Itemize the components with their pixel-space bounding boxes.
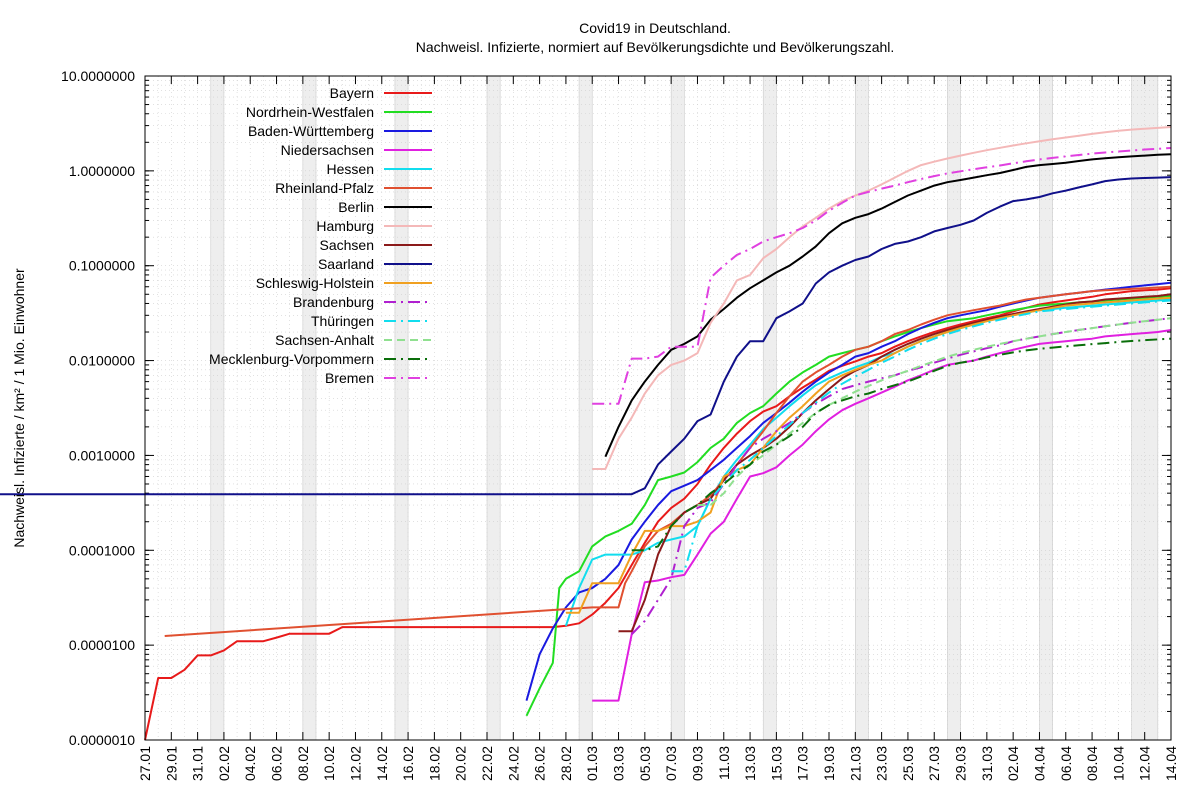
y-axis-label: Nachweisl. Infizierte / km² / 1 Mio. Ein…	[11, 268, 27, 548]
x-tick-label: 24.02	[505, 746, 521, 781]
series-line-mecklenburg-vorpommern	[631, 337, 1172, 552]
weekend-band	[486, 75, 501, 741]
x-tick-label: 06.04	[1058, 746, 1074, 781]
weekend-band	[1039, 75, 1053, 741]
x-tick-label: 06.02	[269, 746, 285, 781]
x-tick-label: 20.02	[453, 746, 469, 781]
weekend-band	[394, 75, 409, 741]
x-tick-label: 02.04	[1005, 746, 1021, 781]
y-tick-label: 0.0000010	[69, 732, 135, 748]
legend-entry-label: Niedersachsen	[281, 142, 374, 158]
x-tick-label: 28.02	[558, 746, 574, 781]
x-tick-label: 02.02	[216, 746, 232, 781]
x-tick-label: 31.01	[190, 746, 206, 781]
legend-entry-label: Nordrhein-Westfalen	[246, 104, 374, 120]
x-tick-label: 21.03	[847, 746, 863, 781]
y-tick-label: 0.0010000	[69, 447, 135, 463]
x-tick-label: 19.03	[821, 746, 837, 781]
series-line-schleswig-holstein	[565, 296, 1172, 614]
legend-entry-label: Baden-Württemberg	[248, 123, 374, 139]
series-line-hessen	[564, 298, 1172, 627]
legend-entry-label: Brandenburg	[293, 294, 374, 310]
series-line-nordrhein-westfalen	[525, 295, 1172, 717]
weekend-band	[855, 75, 869, 741]
x-tick-label: 07.03	[663, 746, 679, 781]
y-tick-label: 0.1000000	[69, 258, 135, 274]
weekend-band	[947, 75, 961, 741]
legend-entry-label: Hessen	[327, 161, 374, 177]
legend: Bayern Nordrhein-Westfalen Baden-Württembe…	[209, 85, 432, 386]
x-tick-label: 12.02	[347, 746, 363, 781]
y-tick-label: 0.0100000	[69, 353, 135, 369]
x-tick-label: 17.03	[795, 746, 811, 781]
y-axis-ticks: 0.0000010 0.0000100 0.0001000 0.0010000 0.01…	[61, 68, 1171, 748]
series-line-rheinland-pfalz	[164, 285, 1172, 637]
y-tick-label: 1.0000000	[69, 163, 135, 179]
x-tick-label: 25.03	[900, 746, 916, 781]
legend-entry-label: Hamburg	[316, 218, 374, 234]
series-line-bremen	[592, 147, 1172, 405]
x-tick-label: 01.03	[584, 746, 600, 781]
x-tick-label: 14.02	[374, 746, 390, 781]
chart-title: Covid19 in Deutschland.	[579, 20, 731, 36]
x-tick-label: 11.03	[716, 746, 732, 780]
y-tick-label: 0.0001000	[69, 542, 135, 558]
legend-entry-label: Sachsen-Anhalt	[275, 332, 374, 348]
legend-entry-label: Rheinland-Pfalz	[275, 180, 374, 196]
series-line-hamburg	[592, 126, 1172, 470]
x-tick-label: 26.02	[532, 746, 548, 781]
x-tick-label: 13.03	[742, 746, 758, 781]
y-tick-label: 0.0000100	[69, 637, 135, 653]
grid-lines	[144, 76, 1172, 741]
series-line-sachsen-anhalt	[697, 317, 1172, 506]
x-axis-ticks: 27.01 29.01 31.01 02.02 04.02 06.02 08.02 10.02…	[137, 76, 1179, 781]
legend-entry-label: Saarland	[318, 256, 374, 272]
x-tick-label: 27.01	[137, 746, 153, 781]
legend-entry-label: Berlin	[338, 199, 374, 215]
x-tick-label: 29.03	[953, 746, 969, 781]
x-tick-label: 14.04	[1163, 746, 1179, 781]
legend-entry-label: Schleswig-Holstein	[256, 275, 374, 291]
legend-entry-label: Thüringen	[311, 313, 374, 329]
series-lines	[0, 126, 1172, 741]
weekend-band	[210, 75, 225, 741]
x-tick-label: 23.03	[874, 746, 890, 781]
chart-subtitle: Nachweisl. Infizierte, normiert auf Bevö…	[416, 39, 895, 55]
legend-entry-label: Bayern	[330, 85, 374, 101]
legend-entry-label: Bremen	[325, 370, 374, 386]
weekend-band	[302, 75, 317, 741]
x-tick-label: 05.03	[637, 746, 653, 781]
series-line-th-ringen	[671, 299, 1172, 573]
x-tick-label: 03.03	[611, 746, 627, 781]
series-line-saarland	[0, 176, 1172, 496]
x-tick-label: 08.02	[295, 746, 311, 781]
x-tick-label: 10.02	[321, 746, 337, 781]
plot-frame	[144, 75, 1172, 741]
legend-entry-label: Mecklenburg-Vorpommern	[209, 351, 374, 367]
weekend-band	[670, 75, 685, 741]
x-tick-label: 27.03	[926, 746, 942, 781]
series-line-niedersachsen	[592, 329, 1172, 702]
x-tick-label: 10.04	[1110, 746, 1126, 781]
x-tick-label: 08.04	[1084, 746, 1100, 781]
x-tick-label: 12.04	[1137, 746, 1153, 781]
legend-entry-label: Sachsen	[320, 237, 374, 253]
x-tick-label: 22.02	[479, 746, 495, 781]
x-tick-label: 09.03	[689, 746, 705, 781]
x-tick-label: 15.03	[768, 746, 784, 781]
weekend-band	[578, 75, 593, 741]
x-tick-label: 18.02	[426, 746, 442, 781]
x-tick-label: 29.01	[163, 746, 179, 781]
x-tick-label: 04.02	[242, 746, 258, 781]
y-tick-label: 10.0000000	[61, 68, 135, 84]
x-tick-label: 31.03	[979, 746, 995, 781]
x-tick-label: 16.02	[400, 746, 416, 781]
x-tick-label: 04.04	[1031, 746, 1047, 781]
